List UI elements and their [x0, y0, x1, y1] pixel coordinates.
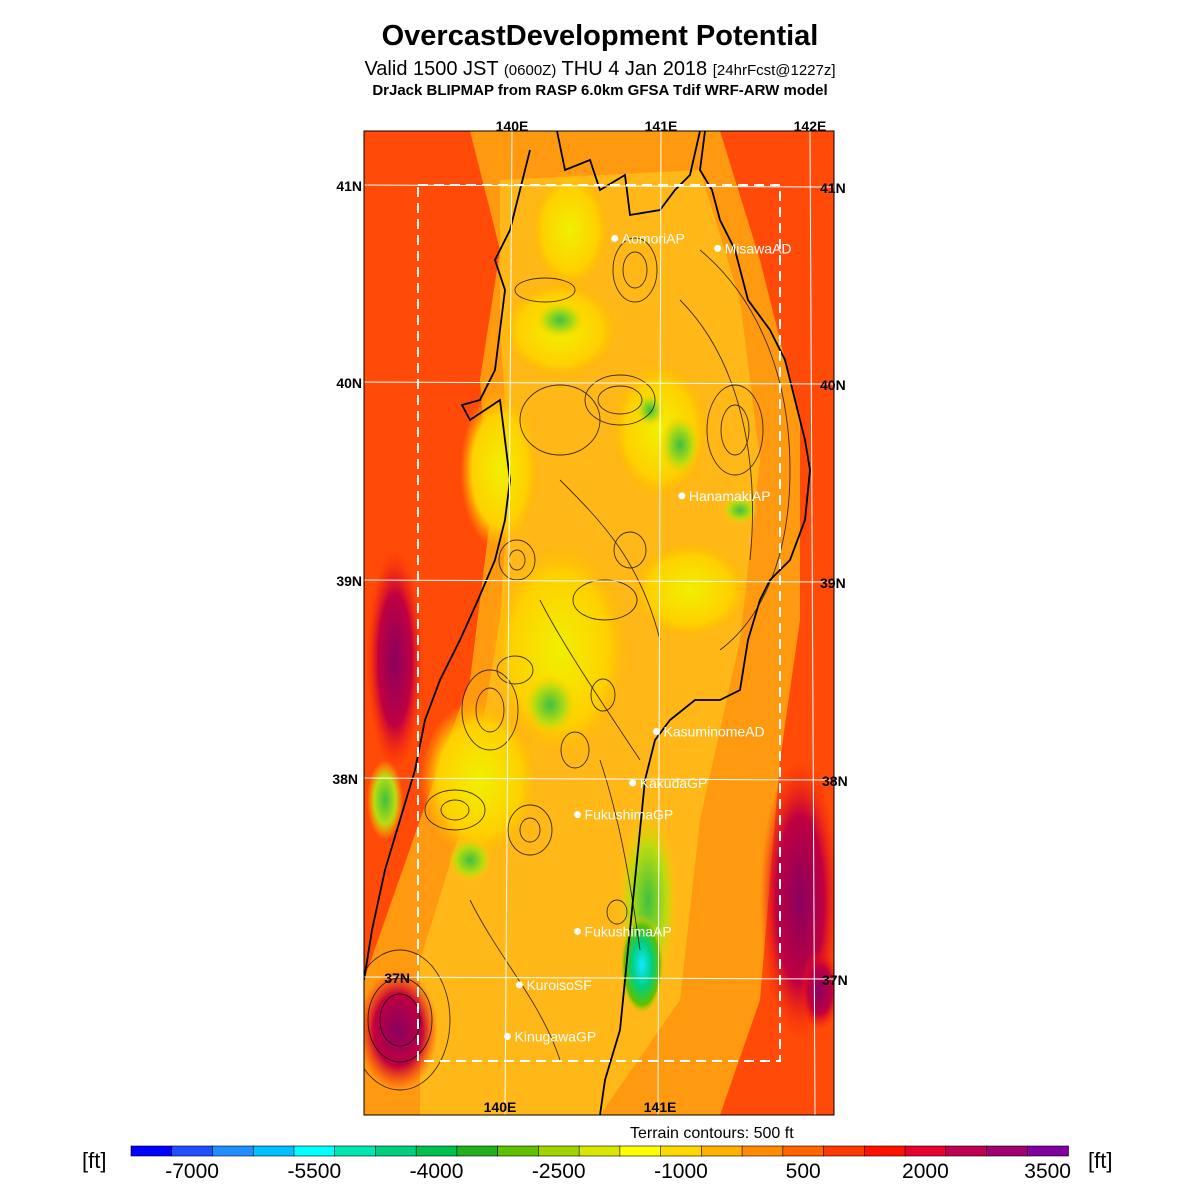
colorbar-swatch [130, 1145, 173, 1157]
map-title: OvercastDevelopment Potential [381, 20, 819, 52]
valid-time-line: Valid 1500 JST (0600Z) THU 4 Jan 2018 [2… [0, 58, 1200, 81]
colorbar-tick-label: 2000 [902, 1160, 949, 1183]
colorbar-swatch [1026, 1145, 1069, 1157]
station-marker [653, 727, 661, 735]
colorbar-swatch [252, 1145, 295, 1157]
colorbar-unit-right: [ft] [1088, 1148, 1113, 1173]
station-label: FukushimaAP [585, 923, 672, 939]
colorbar-swatch [497, 1145, 540, 1157]
terrain-contour-note: Terrain contours: 500 ft [630, 1125, 794, 1142]
colorbar-swatch [415, 1145, 458, 1157]
colorbar-swatch [212, 1145, 255, 1157]
subdomain-box [417, 184, 781, 1062]
station-label: KasuminomeAD [664, 723, 765, 739]
colorbar-swatch [375, 1145, 417, 1157]
colorbar-swatch [904, 1145, 947, 1157]
lat-right-label-39: 39N [820, 575, 846, 591]
stations-layer: AomoriAP MisawaAD HanamakiAP KasuminomeAD Ka… [504, 230, 792, 1044]
station-marker [611, 234, 619, 242]
station-label: AomoriAP [622, 230, 685, 246]
station-label: FukushimaGP [585, 807, 674, 823]
colorbar-tick-label: -4000 [410, 1160, 464, 1183]
colorbar-swatch [171, 1145, 214, 1157]
station-marker [504, 1032, 512, 1040]
lat-left-label-37: 37N [384, 970, 410, 986]
station-marker [629, 779, 637, 787]
colorbar-tick-label: -7000 [165, 1160, 219, 1183]
model-description: DrJack BLIPMAP from RASP 6.0km GFSA Tdif… [372, 82, 828, 99]
lon-bottom-label-140: 140E [484, 1099, 517, 1115]
lat-right-label-38: 38N [822, 773, 848, 789]
colorbar [130, 1145, 1069, 1157]
lon-top-label-141: 141E [645, 118, 678, 134]
station-label: KinugawaGP [515, 1028, 597, 1044]
field-fill [364, 131, 834, 1115]
colorbar-swatch [741, 1145, 784, 1157]
colorbar-swatch [945, 1145, 988, 1157]
colorbar-swatch [578, 1145, 621, 1157]
station-label: HanamakiAP [689, 488, 771, 504]
latlon-grid [363, 130, 835, 1116]
lat-right-label-41: 41N [820, 180, 846, 196]
station-marker [515, 981, 523, 989]
station-label: MisawaAD [725, 240, 792, 256]
axis-labels: 140E 141E 142E 140E 141E 41N 40N 39N 38N… [332, 118, 847, 1115]
colorbar-swatch [782, 1145, 825, 1157]
colorbar-swatch [538, 1145, 580, 1157]
colorbar-tick-label: -2500 [532, 1160, 586, 1183]
colorbar-swatch [456, 1145, 499, 1157]
colorbar-tick-label: 3500 [1024, 1160, 1071, 1183]
valid-prefix: Valid 1500 JST [364, 58, 499, 80]
colorbar-unit-left: [ft] [82, 1148, 107, 1173]
station-marker [678, 492, 686, 500]
lat-left-label-38: 38N [332, 771, 358, 787]
colorbar-swatch [334, 1145, 377, 1157]
colorbar-tick-labels: -7000 -5500 -4000 -2500 -1000 500 2000 3500 [165, 1160, 1071, 1183]
colorbar-tick-label: 500 [786, 1160, 821, 1183]
station-marker [574, 927, 582, 935]
terrain-contours [364, 237, 791, 1091]
lat-left-label-39: 39N [336, 573, 362, 589]
colorbar-swatch [660, 1145, 703, 1157]
map-frame [363, 130, 835, 1116]
station-label: KakudaGP [640, 775, 708, 791]
station-marker [574, 811, 582, 819]
colorbar-swatch [864, 1145, 906, 1157]
colorbar-swatch [823, 1145, 866, 1157]
lat-left-label-40: 40N [336, 375, 362, 391]
colorbar-tick-label: -5500 [287, 1160, 341, 1183]
colorbar-swatch [986, 1145, 1029, 1157]
colorbar-swatch [293, 1145, 336, 1157]
colorbar-swatch [619, 1145, 662, 1157]
colorbar-tick-label: -1000 [654, 1160, 708, 1183]
station-label: KuroisoSF [526, 977, 591, 993]
lat-right-label-37: 37N [822, 972, 848, 988]
station-marker [714, 244, 722, 252]
lat-right-label-40: 40N [820, 377, 846, 393]
forecast-info: [24hrFcst@1227z] [712, 62, 836, 79]
valid-zulu: (0600Z) [503, 62, 557, 79]
valid-date: THU 4 Jan 2018 [561, 58, 708, 80]
colorbar-swatch [701, 1145, 743, 1157]
lon-top-label-140: 140E [496, 118, 529, 134]
lat-left-label-41: 41N [336, 178, 362, 194]
lon-top-label-142: 142E [794, 118, 827, 134]
lon-bottom-label-141: 141E [644, 1099, 677, 1115]
